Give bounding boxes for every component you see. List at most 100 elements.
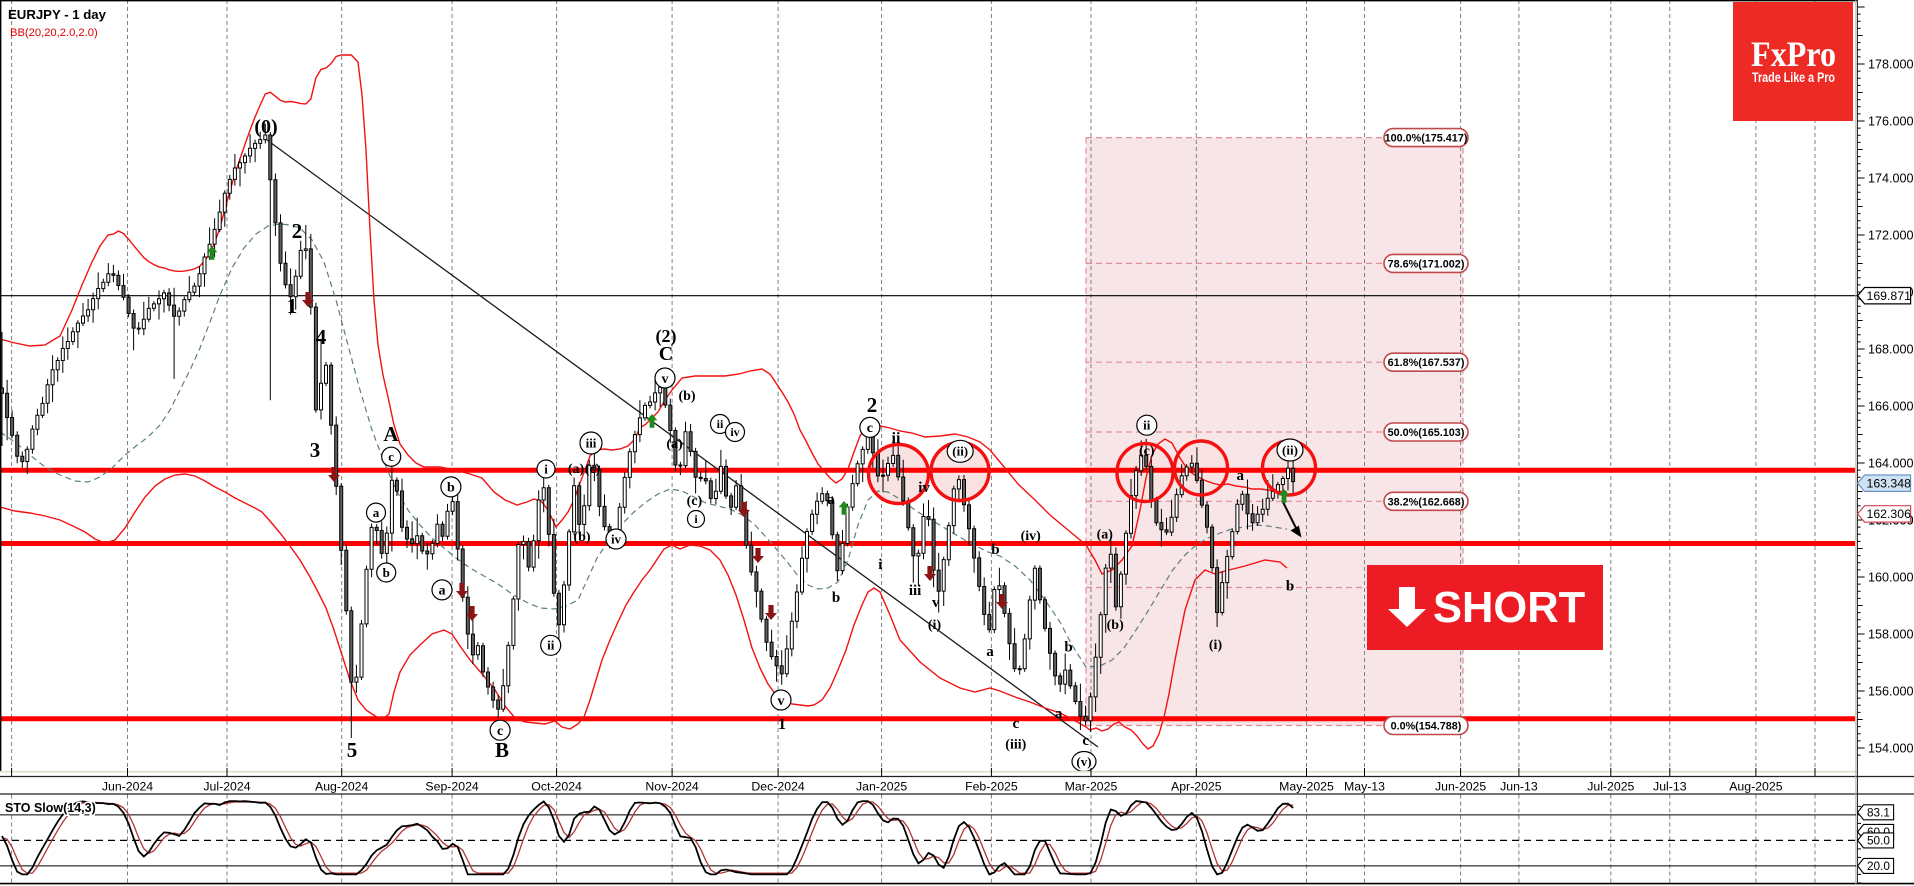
svg-text:iv: iv (730, 425, 739, 439)
svg-text:SHORT: SHORT (1433, 584, 1586, 632)
svg-text:50.0: 50.0 (1867, 833, 1890, 847)
svg-text:154.000: 154.000 (1868, 741, 1914, 755)
svg-text:Jul-13: Jul-13 (1653, 780, 1687, 794)
svg-text:(b): (b) (1107, 618, 1124, 633)
svg-text:a: a (827, 492, 835, 508)
svg-text:169.871: 169.871 (1867, 289, 1912, 303)
svg-text:B: B (495, 738, 509, 762)
svg-text:(iv): (iv) (1021, 529, 1042, 544)
svg-text:FxPro: FxPro (1751, 34, 1836, 74)
svg-text:iv: iv (611, 531, 622, 546)
svg-text:ii: ii (547, 638, 555, 653)
svg-text:c: c (497, 724, 503, 739)
svg-text:Dec-2024: Dec-2024 (751, 780, 804, 794)
svg-text:c: c (1082, 733, 1089, 749)
svg-text:3: 3 (310, 438, 321, 462)
svg-text:b: b (991, 542, 999, 558)
svg-text:156.000: 156.000 (1868, 684, 1914, 698)
svg-text:(ii): (ii) (1282, 442, 1298, 457)
svg-text:2: 2 (292, 219, 303, 243)
svg-text:STO Slow(14,3): STO Slow(14,3) (5, 801, 96, 815)
svg-text:83.1: 83.1 (1867, 805, 1890, 819)
svg-text:163.348: 163.348 (1867, 477, 1912, 491)
svg-text:(c): (c) (585, 462, 601, 477)
svg-text:Jul-2025: Jul-2025 (1587, 780, 1634, 794)
svg-text:100.0%(175.417): 100.0%(175.417) (1385, 133, 1468, 145)
svg-text:(a): (a) (666, 437, 683, 452)
svg-text:b: b (383, 565, 390, 580)
svg-text:May-13: May-13 (1344, 780, 1385, 794)
svg-text:Jul-2024: Jul-2024 (203, 780, 250, 794)
svg-text:i: i (544, 461, 548, 476)
svg-text:ii: ii (717, 417, 724, 431)
svg-text:38.2%(162.668): 38.2%(162.668) (1388, 496, 1465, 508)
svg-text:May-2025: May-2025 (1279, 780, 1334, 794)
svg-text:(b): (b) (573, 530, 590, 545)
svg-text:EURJPY - 1 day: EURJPY - 1 day (8, 7, 107, 22)
svg-text:4: 4 (316, 325, 327, 349)
svg-text:172.000: 172.000 (1868, 228, 1914, 242)
svg-text:174.000: 174.000 (1868, 171, 1914, 185)
svg-text:ii: ii (892, 430, 901, 447)
svg-text:(v): (v) (1076, 754, 1091, 769)
svg-text:v: v (778, 694, 785, 709)
svg-text:Jun-2024: Jun-2024 (102, 780, 153, 794)
svg-text:(a): (a) (568, 462, 585, 477)
svg-text:Jun-13: Jun-13 (1500, 780, 1538, 794)
svg-text:78.6%(171.002): 78.6%(171.002) (1388, 258, 1465, 270)
svg-text:(ii): (ii) (952, 444, 968, 459)
svg-text:Apr-2025: Apr-2025 (1171, 780, 1222, 794)
svg-text:a: a (1237, 468, 1245, 484)
svg-text:(i): (i) (928, 618, 942, 633)
svg-text:176.000: 176.000 (1868, 114, 1914, 128)
svg-text:Aug-2025: Aug-2025 (1729, 780, 1782, 794)
svg-text:160.000: 160.000 (1868, 570, 1914, 584)
svg-text:168.000: 168.000 (1868, 342, 1914, 356)
svg-text:Feb-2025: Feb-2025 (965, 780, 1018, 794)
svg-text:164.000: 164.000 (1868, 456, 1914, 470)
svg-text:v: v (932, 595, 940, 611)
svg-text:2: 2 (867, 393, 878, 417)
svg-text:178.000: 178.000 (1868, 57, 1914, 71)
svg-text:Nov-2024: Nov-2024 (645, 780, 698, 794)
svg-text:a: a (986, 644, 994, 660)
svg-text:(iii): (iii) (1005, 737, 1026, 752)
svg-text:ii: ii (1143, 418, 1151, 433)
svg-text:162.306: 162.306 (1867, 507, 1912, 521)
svg-text:Oct-2024: Oct-2024 (531, 780, 582, 794)
svg-text:Sep-2024: Sep-2024 (425, 780, 478, 794)
svg-text:1: 1 (287, 294, 298, 318)
svg-text:A: A (383, 422, 399, 446)
svg-text:BB(20,20,2.0,2.0): BB(20,20,2.0,2.0) (10, 27, 98, 39)
svg-text:b: b (1286, 579, 1294, 595)
svg-text:(i): (i) (1209, 638, 1223, 653)
svg-text:(b): (b) (678, 389, 695, 404)
svg-text:Mar-2025: Mar-2025 (1065, 780, 1118, 794)
svg-text:a: a (373, 505, 380, 520)
svg-text:5: 5 (347, 738, 358, 762)
svg-text:0.0%(154.788): 0.0%(154.788) (1391, 721, 1462, 733)
svg-text:Jan-2025: Jan-2025 (856, 780, 907, 794)
svg-text:iii: iii (586, 435, 597, 450)
svg-text:v: v (662, 372, 669, 387)
svg-text:166.000: 166.000 (1868, 399, 1914, 413)
svg-text:1: 1 (778, 716, 786, 733)
svg-text:50.0%(165.103): 50.0%(165.103) (1388, 427, 1465, 439)
svg-text:(0): (0) (254, 116, 277, 138)
svg-text:iii: iii (909, 583, 922, 599)
svg-text:c: c (1012, 716, 1019, 732)
svg-text:(c): (c) (687, 494, 703, 509)
svg-text:20.0: 20.0 (1867, 859, 1890, 873)
svg-text:c: c (388, 449, 394, 464)
svg-text:b: b (447, 481, 455, 496)
svg-text:Aug-2024: Aug-2024 (315, 780, 368, 794)
svg-text:a: a (439, 584, 446, 599)
svg-text:c: c (867, 421, 873, 436)
svg-text:b: b (1064, 639, 1072, 655)
svg-text:b: b (832, 590, 840, 606)
svg-text:i: i (878, 557, 882, 573)
svg-text:a: a (1055, 706, 1063, 722)
svg-text:C: C (659, 343, 673, 365)
svg-text:(a): (a) (1097, 528, 1114, 543)
svg-text:iv: iv (918, 480, 930, 496)
